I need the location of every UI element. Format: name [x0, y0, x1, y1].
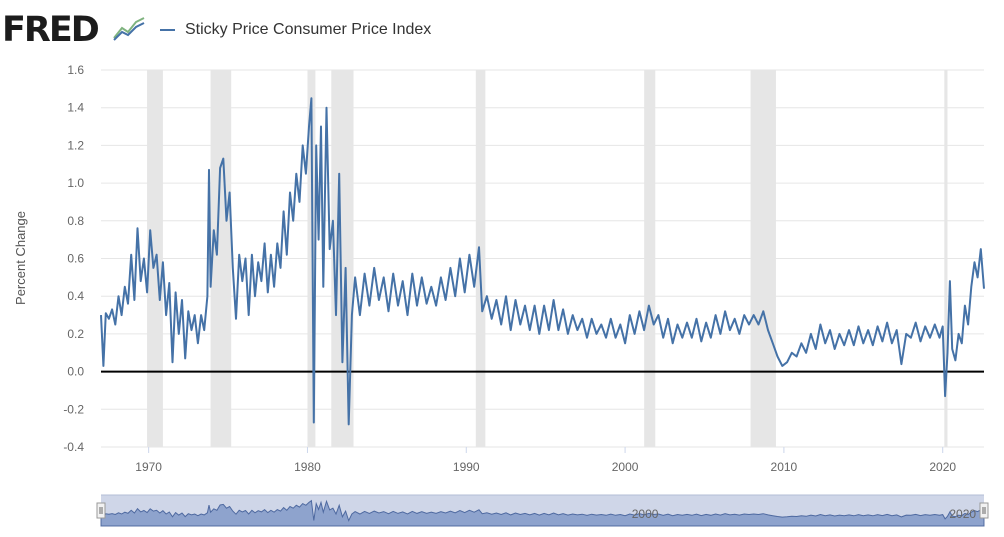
- navigator-label: 2000: [632, 507, 659, 521]
- navigator-right-handle[interactable]: [979, 502, 989, 519]
- series-group[interactable]: [100, 97, 985, 426]
- x-tick-label: 1970: [135, 460, 162, 474]
- series-line[interactable]: [100, 97, 985, 426]
- y-tick-label: 0.6: [67, 252, 84, 266]
- legend-swatch: [160, 29, 175, 31]
- y-tick-label: 1.0: [67, 176, 84, 190]
- navigator[interactable]: 2000 2020: [96, 494, 989, 527]
- x-axis-ticks: 1970 1980 1990 2000 2010 2020: [135, 447, 956, 474]
- x-tick-label: 1980: [294, 460, 321, 474]
- legend-label: Sticky Price Consumer Price Index: [185, 21, 432, 38]
- legend[interactable]: Sticky Price Consumer Price Index: [160, 18, 431, 42]
- y-axis-title: Percent Change: [13, 211, 28, 305]
- chart-header: FRED Sticky Price Consumer Price Index: [0, 0, 1004, 62]
- y-tick-label: 0.8: [67, 214, 84, 228]
- y-tick-label: 0.0: [67, 365, 84, 379]
- navigator-series: [100, 499, 985, 527]
- y-tick-label: 1.2: [67, 138, 84, 152]
- x-tick-label: 2010: [771, 460, 798, 474]
- navigator-left-handle[interactable]: [96, 502, 106, 519]
- y-axis-ticks: -0.4 -0.2 0.0 0.2 0.4 0.6 0.8 1.0 1.2 1.4 1.6: [63, 63, 84, 454]
- x-tick-label: 1990: [453, 460, 480, 474]
- logo-graph-icon: [112, 14, 146, 42]
- y-tick-label: -0.2: [63, 402, 84, 416]
- navigator-label: 2020: [949, 507, 976, 521]
- x-tick-label: 2000: [612, 460, 639, 474]
- y-tick-label: 1.4: [67, 101, 84, 115]
- gridlines: [101, 69, 984, 448]
- y-tick-label: -0.4: [63, 440, 84, 454]
- x-tick-label: 2020: [929, 460, 956, 474]
- y-tick-label: 0.2: [67, 327, 84, 341]
- fred-logo: FRED: [2, 10, 100, 50]
- y-tick-label: 0.4: [67, 289, 84, 303]
- y-tick-label: 1.6: [67, 63, 84, 77]
